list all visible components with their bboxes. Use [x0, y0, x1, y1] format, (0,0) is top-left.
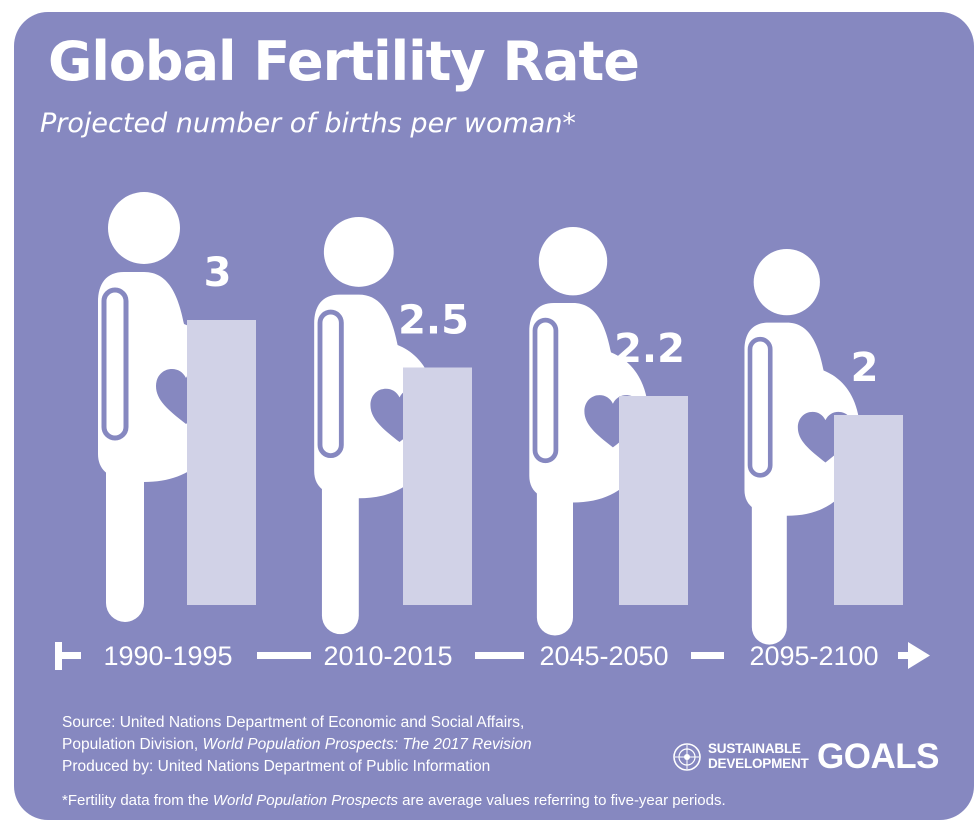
source-text: Source: United Nations Department of Eco… — [62, 712, 532, 778]
timeline-segment-1 — [257, 652, 311, 659]
value-label-2: 2.5 — [398, 298, 469, 344]
figure-leg — [751, 479, 787, 645]
footnote-publication: World Population Prospects — [212, 792, 398, 809]
sdg-logo-text: SUSTAINABLE DEVELOPMENT — [708, 741, 809, 771]
figure-leg — [321, 459, 359, 635]
chart-subtitle: Projected number of births per woman* — [40, 108, 576, 139]
source-line-1: Source: United Nations Department of Eco… — [62, 714, 525, 731]
figure-arm — [747, 336, 773, 478]
period-label-3: 2045-2050 — [539, 641, 668, 671]
period-label-2: 2010-2015 — [323, 641, 452, 671]
value-label-4: 2 — [851, 345, 879, 391]
source-line-2: Population Division, World Population Pr… — [62, 734, 532, 756]
bar-2 — [403, 367, 472, 605]
figure-head — [108, 192, 180, 264]
figure-head — [753, 249, 820, 316]
figure-leg — [106, 442, 144, 622]
value-label-3: 2.2 — [614, 326, 685, 372]
source-publication: World Population Prospects: The 2017 Rev… — [202, 736, 532, 753]
period-label-1: 1990-1995 — [103, 641, 232, 671]
source-line-2-prefix: Population Division, — [62, 736, 203, 753]
sdg-goals-text: GOALS — [817, 737, 939, 776]
figure-arm — [317, 309, 344, 459]
bar-3 — [619, 396, 688, 605]
fertility-chart: 3 2.5 2.2 2 1990-1995 2010-2015 2045-2050 2095… — [55, 192, 930, 671]
figure-arm — [101, 287, 129, 441]
sdg-line-1: SUSTAINABLE — [708, 741, 801, 756]
bar-1 — [187, 320, 256, 605]
source-line-3: Produced by: United Nations Department o… — [62, 758, 491, 775]
sdg-line-2: DEVELOPMENT — [708, 756, 809, 771]
bar-layer — [187, 320, 903, 605]
footnote-prefix: *Fertility data from the — [62, 792, 213, 809]
figure-leg — [536, 464, 573, 636]
period-label-4: 2095-2100 — [749, 641, 878, 671]
un-emblem-icon — [673, 743, 701, 771]
timeline-arrow-shaft — [898, 652, 916, 659]
timeline: 1990-1995 2010-2015 2045-2050 2095-2100 — [55, 641, 930, 671]
value-label-1: 3 — [204, 250, 232, 296]
value-label-layer: 3 2.5 2.2 2 — [204, 250, 879, 391]
bar-4 — [834, 415, 903, 605]
footnote-suffix: are average values referring to five-yea… — [397, 792, 726, 809]
timeline-segment-3 — [691, 652, 724, 659]
figure-head — [538, 227, 608, 296]
timeline-segment-2 — [475, 652, 524, 659]
chart-title: Global Fertility Rate — [48, 30, 640, 93]
timeline-start-segment — [55, 652, 81, 659]
sdg-logo: SUSTAINABLE DEVELOPMENT GOALS — [672, 737, 942, 781]
footnote: *Fertility data from the World Populatio… — [62, 792, 726, 809]
timeline-arrow-icon — [908, 642, 930, 669]
figure-head — [323, 217, 394, 287]
figure-arm — [532, 317, 559, 464]
infographic-card: Global Fertility Rate Projected number o… — [14, 12, 974, 820]
